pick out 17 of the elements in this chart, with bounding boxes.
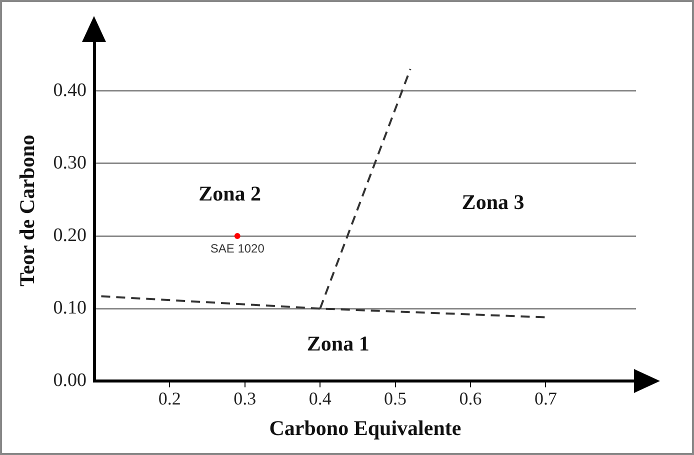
x-tick-label: 0.6	[459, 388, 482, 409]
y-tick-label: 0.30	[53, 152, 86, 174]
y-axis-title: Teor de Carbono	[15, 134, 40, 286]
y-tick-label: 0.00	[53, 370, 86, 392]
annotation: Zona 2	[198, 182, 262, 206]
x-axis-title: Carbono Equivalente	[269, 416, 462, 440]
y-tick-label: 0.20	[53, 224, 86, 246]
x-tick-label: 0.5	[384, 388, 407, 409]
series-label: SAE 1020	[210, 241, 265, 256]
x-tick-label: 0.2	[158, 388, 181, 409]
annotation: Zona 3	[462, 190, 524, 214]
x-tick-label: 0.7	[534, 388, 557, 409]
x-tick-label: 0.3	[234, 388, 256, 409]
x-tick-label: 0.4	[308, 388, 332, 409]
y-tick-label: 0.40	[53, 80, 86, 101]
annotation: Zona 1	[306, 331, 370, 356]
y-tick-label: 0.10	[53, 298, 86, 319]
